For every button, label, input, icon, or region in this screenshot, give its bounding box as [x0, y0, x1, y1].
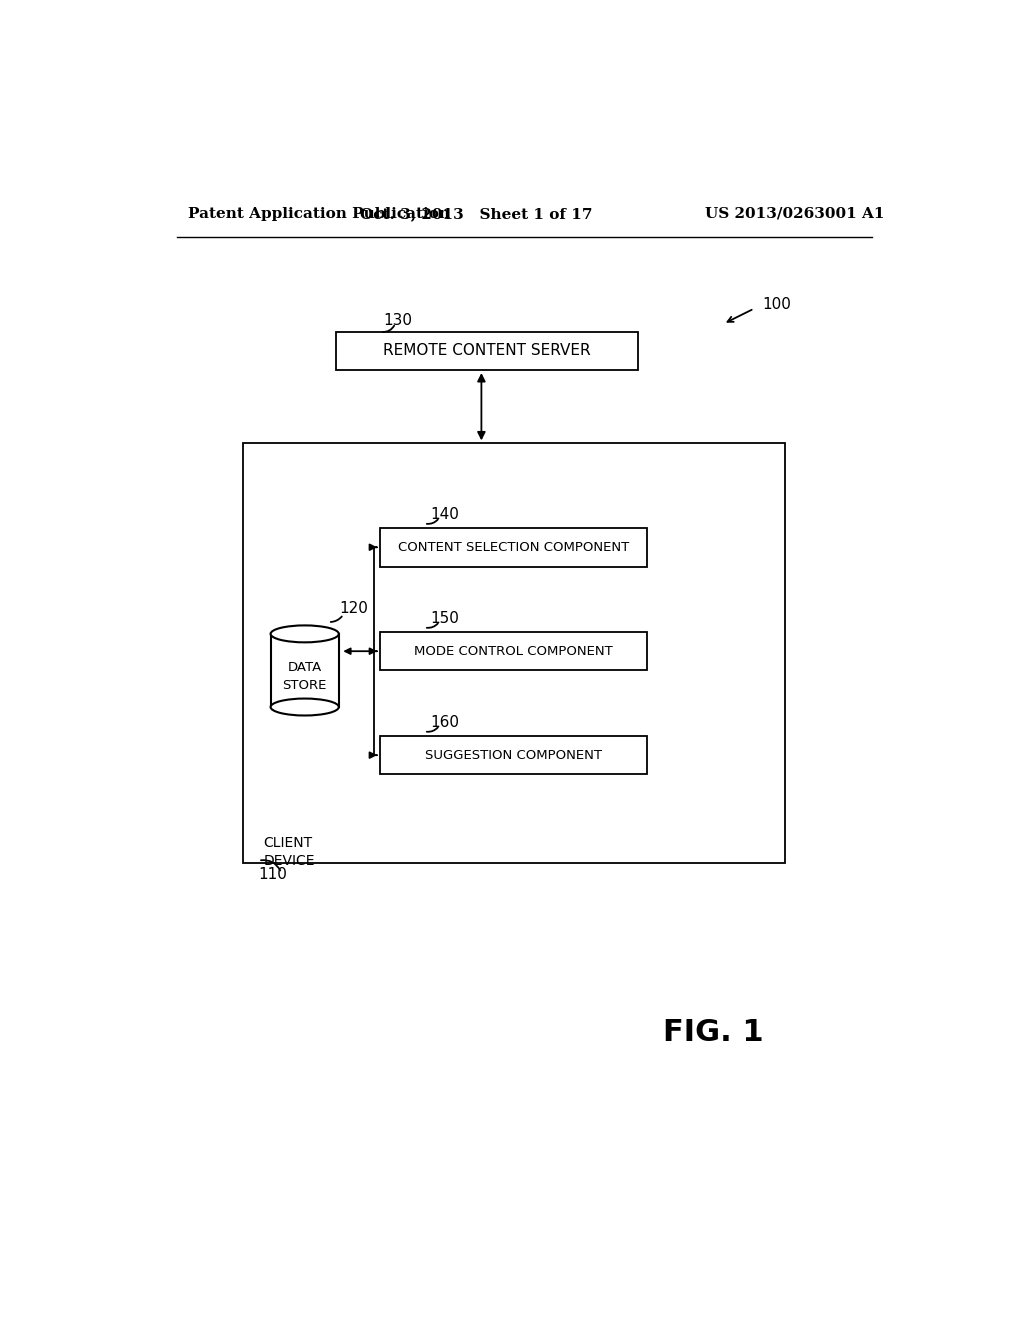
Text: CLIENT
DEVICE: CLIENT DEVICE [263, 836, 315, 869]
Text: 160: 160 [430, 714, 459, 730]
Bar [380, 737, 647, 775]
Text: DATA
STORE: DATA STORE [283, 661, 327, 692]
Text: 120: 120 [340, 602, 369, 616]
Text: Patent Application Publication: Patent Application Publication [188, 207, 451, 220]
Text: REMOTE CONTENT SERVER: REMOTE CONTENT SERVER [383, 343, 591, 359]
Text: CONTENT SELECTION COMPONENT: CONTENT SELECTION COMPONENT [398, 541, 629, 554]
Bar [336, 331, 638, 370]
Text: 110: 110 [258, 867, 287, 882]
Bar [380, 632, 647, 671]
Text: 140: 140 [430, 507, 459, 521]
Bar [243, 444, 785, 863]
Text: 150: 150 [430, 611, 459, 626]
Text: 130: 130 [384, 313, 413, 327]
Bar [380, 528, 647, 566]
Ellipse shape [270, 626, 339, 643]
Text: US 2013/0263001 A1: US 2013/0263001 A1 [706, 207, 885, 220]
Text: MODE CONTROL COMPONENT: MODE CONTROL COMPONENT [414, 644, 613, 657]
Ellipse shape [270, 698, 339, 715]
Text: FIG. 1: FIG. 1 [663, 1018, 763, 1047]
Text: 100: 100 [762, 297, 791, 313]
Text: SUGGESTION COMPONENT: SUGGESTION COMPONENT [425, 748, 602, 762]
Text: Oct. 3, 2013   Sheet 1 of 17: Oct. 3, 2013 Sheet 1 of 17 [360, 207, 593, 220]
